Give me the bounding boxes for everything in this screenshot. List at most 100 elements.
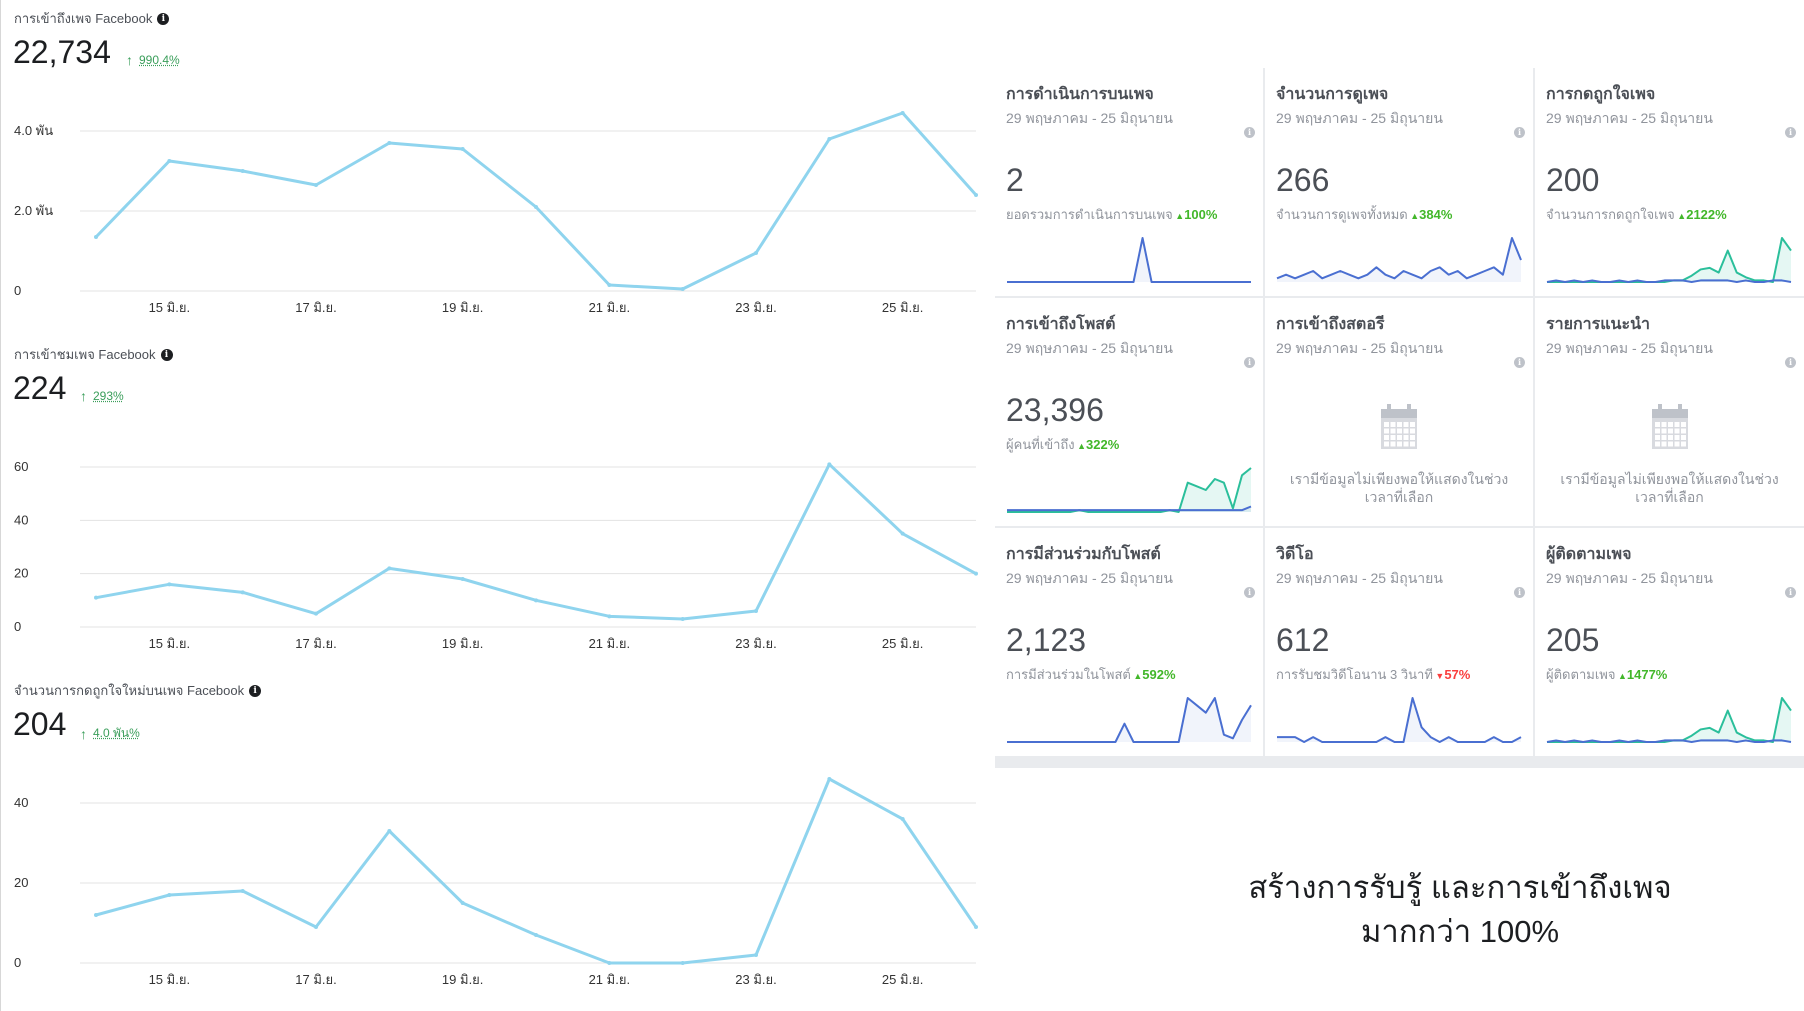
insight-card[interactable]: จำนวนการดูเพจ 29 พฤษภาคม - 25 มิถุนายน i 26… [1265,68,1533,296]
y-tick-label: 0 [14,619,21,634]
data-point[interactable] [827,462,832,467]
insight-card[interactable]: วิดีโอ 29 พฤษภาคม - 25 มิถุนายน i 612 การรับ… [1265,528,1533,756]
info-icon[interactable]: i [1244,357,1255,368]
card-subtitle: ผู้ติดตามเพจ ▲1477% [1546,664,1667,685]
card-sub-label: การมีส่วนร่วมในโพสต์ [1006,667,1131,682]
sparkline [1007,467,1252,513]
info-icon[interactable]: i [1514,127,1525,138]
metric-change-pct[interactable]: 990.4% [139,53,180,67]
data-point[interactable] [974,925,978,929]
card-subtitle: จำนวนการดูเพจทั้งหมด ▲384% [1276,204,1452,225]
y-tick-label: 0 [14,283,21,298]
data-point[interactable] [240,889,245,893]
data-point[interactable] [974,571,978,576]
data-point[interactable] [460,147,465,151]
data-point[interactable] [314,925,318,929]
empty-state-text: เรามีข้อมูลไม่เพียงพอให้แสดงในช่วงเวลาที… [1560,471,1779,505]
data-point[interactable] [167,893,172,897]
data-point[interactable] [167,159,172,163]
data-point[interactable] [900,111,905,115]
triangle-down-icon: ▼ [1432,671,1445,681]
x-tick-label: 15 มิ.ย. [149,636,190,651]
data-point[interactable] [240,169,245,173]
insight-card[interactable]: รายการแนะนำ 29 พฤษภาคม - 25 มิถุนายน i เราม… [1535,298,1804,526]
data-point[interactable] [900,531,905,536]
data-point[interactable] [680,617,685,621]
data-point[interactable] [460,901,465,905]
data-point[interactable] [607,283,612,287]
triangle-up-icon: ▲ [1074,441,1087,451]
insight-card[interactable]: การมีส่วนร่วมกับโพสต์ 29 พฤษภาคม - 25 มิถ… [995,528,1263,756]
data-point[interactable] [314,183,318,187]
sparkline [1276,237,1522,282]
card-title[interactable]: การมีส่วนร่วมกับโพสต์ [1006,546,1161,563]
triangle-up-icon: ▲ [1172,211,1185,221]
info-icon[interactable]: i [157,12,170,25]
card-title[interactable]: การกดถูกใจเพจ [1546,86,1656,103]
data-point[interactable] [534,933,538,937]
insight-card[interactable]: การดำเนินการบนเพจ 29 พฤษภาคม - 25 มิถุนาย… [995,68,1263,296]
data-point[interactable] [94,913,98,917]
data-point[interactable] [827,777,832,781]
card-title[interactable]: จำนวนการดูเพจ [1276,86,1389,103]
card-title[interactable]: ผู้ติดตามเพจ [1546,546,1632,563]
sparkline-series [1546,739,1792,743]
data-point[interactable] [974,193,978,197]
metric-change-pct[interactable]: 293% [93,389,124,403]
data-point[interactable] [754,609,758,613]
x-tick-label: 23 มิ.ย. [735,636,776,651]
card-title[interactable]: การเข้าถึงสตอรี [1276,316,1385,333]
data-point[interactable] [754,953,758,957]
insight-card[interactable]: ผู้ติดตามเพจ 29 พฤษภาคม - 25 มิถุนายน i 205… [1535,528,1804,756]
data-point[interactable] [900,817,905,821]
info-icon[interactable]: i [160,348,173,361]
info-icon[interactable]: i [1785,587,1796,598]
data-point[interactable] [754,251,758,255]
data-point[interactable] [94,595,98,600]
card-title[interactable]: รายการแนะนำ [1546,316,1650,333]
info-icon[interactable]: i [1514,587,1525,598]
card-title[interactable]: วิดีโอ [1276,546,1314,563]
card-value: 205 [1546,622,1600,658]
data-point[interactable] [314,611,318,616]
sparkline-series [1007,697,1252,743]
x-tick-label: 25 มิ.ย. [882,300,923,315]
insight-card[interactable]: การเข้าถึงสตอรี 29 พฤษภาคม - 25 มิถุนายน i… [1265,298,1533,526]
metric-title: การเข้าถึงเพจ Facebook [14,11,153,26]
card-date-range: 29 พฤษภาคม - 25 มิถุนายน [1546,110,1713,126]
data-point[interactable] [387,829,392,833]
line-chart: 0 20 40 15 มิ.ย. 17 มิ.ย. 19 มิ.ย. 21 มิ.ย. 23 … [14,777,978,987]
data-point[interactable] [387,141,392,145]
triangle-up-icon: ▲ [1130,671,1143,681]
card-title[interactable]: การเข้าถึงโพสต์ [1006,316,1116,333]
card-value: 200 [1546,162,1600,198]
card-title[interactable]: การดำเนินการบนเพจ [1006,86,1154,103]
data-point[interactable] [534,598,538,603]
info-icon[interactable]: i [249,684,262,697]
data-point[interactable] [607,961,612,965]
data-point[interactable] [534,205,538,209]
data-point[interactable] [94,235,98,239]
info-icon[interactable]: i [1514,357,1525,368]
data-point[interactable] [240,590,245,595]
sparkline-series [1277,697,1522,743]
data-point[interactable] [827,137,832,141]
insight-card[interactable]: การกดถูกใจเพจ 29 พฤษภาคม - 25 มิถุนายน i 20… [1535,68,1804,296]
sparkline [1007,237,1251,283]
info-icon[interactable]: i [1785,357,1796,368]
card-date-range: 29 พฤษภาคม - 25 มิถุนายน [1546,570,1713,586]
info-icon[interactable]: i [1244,127,1255,138]
caption-line-2: มากกว่า 100% [1360,914,1560,949]
insight-card[interactable]: การเข้าถึงโพสต์ 29 พฤษภาคม - 25 มิถุนายน i… [995,298,1263,526]
data-point[interactable] [167,582,172,587]
card-value: 2 [1006,162,1024,198]
info-icon[interactable]: i [1244,587,1255,598]
data-point[interactable] [607,614,612,619]
data-point[interactable] [680,287,685,291]
data-point[interactable] [387,566,392,571]
card-value: 23,396 [1006,392,1104,428]
data-point[interactable] [460,577,465,581]
data-point[interactable] [680,961,685,965]
info-icon[interactable]: i [1785,127,1796,138]
metric-change-pct[interactable]: 4.0 พัน% [93,726,140,740]
